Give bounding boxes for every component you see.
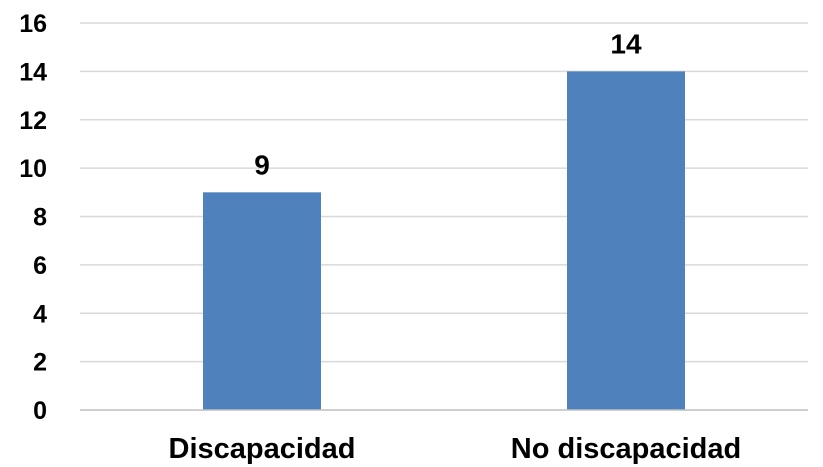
y-tick-label: 0 bbox=[33, 397, 47, 425]
x-axis-category-labels: Discapacidad No discapacidad bbox=[169, 433, 742, 465]
bar-no-discapacidad bbox=[567, 71, 685, 410]
y-tick-label: 12 bbox=[19, 107, 47, 135]
y-tick-label: 16 bbox=[19, 10, 47, 38]
y-tick-label: 10 bbox=[19, 155, 47, 183]
gridlines bbox=[80, 23, 808, 362]
data-label: 14 bbox=[610, 28, 642, 59]
y-tick-label: 8 bbox=[33, 204, 47, 232]
bars bbox=[203, 71, 685, 410]
bar-discapacidad bbox=[203, 192, 321, 410]
y-tick-label: 14 bbox=[19, 58, 47, 86]
category-label: Discapacidad bbox=[169, 433, 356, 465]
y-tick-label: 2 bbox=[33, 349, 47, 377]
y-axis-tick-labels: 0 2 4 6 8 10 12 14 16 bbox=[19, 10, 47, 425]
y-tick-label: 6 bbox=[33, 252, 47, 280]
category-label: No discapacidad bbox=[511, 433, 741, 465]
data-label: 9 bbox=[254, 149, 270, 180]
y-tick-label: 4 bbox=[33, 300, 47, 328]
